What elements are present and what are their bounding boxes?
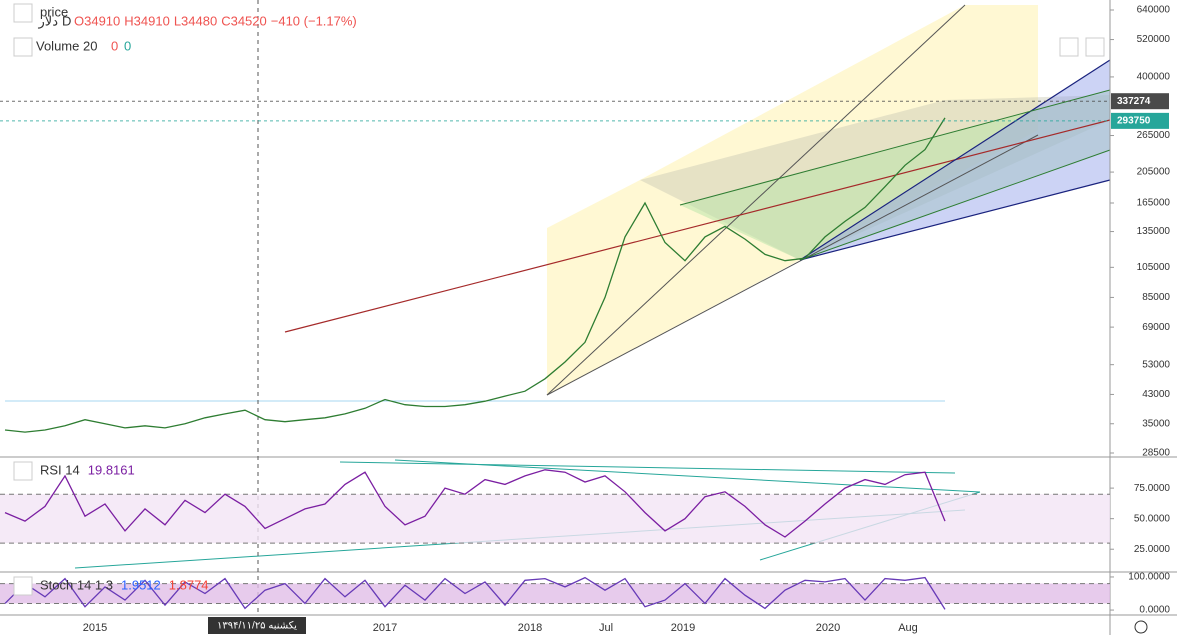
band [0, 494, 1110, 544]
indicator-name: price [40, 4, 68, 19]
y-tick-label: 100.0000 [1128, 572, 1170, 583]
crosshair-date: یکشنبه ۱۳۹۴/۱۱/۲۵ [217, 621, 297, 632]
channel-line [546, 4, 966, 396]
price-marker-box [1111, 93, 1169, 110]
fork-line [679, 89, 1111, 206]
rsi-trend [394, 459, 981, 493]
x-tick-label: 2017 [373, 622, 397, 634]
y-tick-label: 400000 [1137, 72, 1171, 83]
ohlc-value: L34480 [174, 13, 217, 28]
y-tick-label: 50.0000 [1134, 513, 1171, 524]
y-tick-label: 520000 [1137, 34, 1171, 45]
x-tick-label: 2020 [816, 622, 840, 634]
legend-toggle [13, 3, 33, 23]
fork-line [799, 149, 1111, 261]
y-tick-label: 43000 [1142, 389, 1170, 400]
y-tick-label: 135000 [1137, 226, 1171, 237]
ohlc-value: C34520 [221, 13, 267, 28]
channel-line [546, 134, 1039, 396]
price-marker-label: 293750 [1117, 116, 1151, 127]
x-tick-label: 2015 [83, 622, 107, 634]
fork-line [799, 179, 1111, 261]
indicator-value: 19.8161 [88, 462, 135, 477]
trend-line [284, 119, 1111, 333]
y-tick-label: 265000 [1137, 130, 1171, 141]
volume-value: 0 [111, 38, 118, 53]
scroll-button[interactable] [1059, 37, 1079, 57]
indicator-name: Stoch 14 1 3 [40, 577, 113, 592]
ohlc-value: −410 (−1.17%) [271, 13, 357, 28]
symbol: دلار [38, 13, 59, 29]
volume-value: 0 [124, 38, 131, 53]
price-marker-label: 337274 [1117, 96, 1151, 107]
y-tick-label: 75.0000 [1134, 483, 1171, 494]
series-line [4, 469, 946, 538]
y-tick-label: 165000 [1137, 198, 1171, 209]
y-tick-label: 640000 [1137, 5, 1171, 16]
x-tick-label: 2018 [518, 622, 542, 634]
y-tick-label: 28500 [1142, 448, 1170, 459]
x-tick-label: 2019 [671, 622, 695, 634]
y-tick-label: 205000 [1137, 167, 1171, 178]
x-tick-label: Jul [599, 622, 613, 634]
indicator-value: 1.8774 [169, 577, 209, 592]
y-tick-label: 35000 [1142, 418, 1170, 429]
settings-icon[interactable] [1134, 620, 1148, 634]
rsi-trend [339, 461, 956, 474]
interval: D [62, 13, 71, 28]
legend-toggle [13, 576, 33, 596]
y-tick-label: 0.0000 [1139, 605, 1170, 616]
indicator-value: 1.9512 [121, 577, 161, 592]
y-tick-label: 105000 [1137, 262, 1171, 273]
band [0, 583, 1110, 604]
ohlc-value: O34910 [74, 13, 120, 28]
crosshair-date-box [208, 617, 306, 634]
indicator-name: RSI 14 [40, 462, 80, 477]
y-tick-label: 25.0000 [1134, 544, 1171, 555]
series-line [4, 576, 946, 610]
x-tick-label: Aug [898, 622, 918, 634]
fork-line [799, 59, 1111, 261]
reset-button[interactable] [1085, 37, 1105, 57]
y-tick-label: 85000 [1142, 292, 1170, 303]
legend-toggle [13, 461, 33, 481]
volume-label: Volume 20 [36, 38, 97, 53]
price-marker-box [1111, 112, 1169, 129]
collapse-button[interactable] [13, 37, 33, 57]
series-line [4, 117, 946, 433]
y-tick-label: 69000 [1142, 322, 1170, 333]
y-tick-label: 53000 [1142, 359, 1170, 370]
ohlc-value: H34910 [124, 13, 170, 28]
